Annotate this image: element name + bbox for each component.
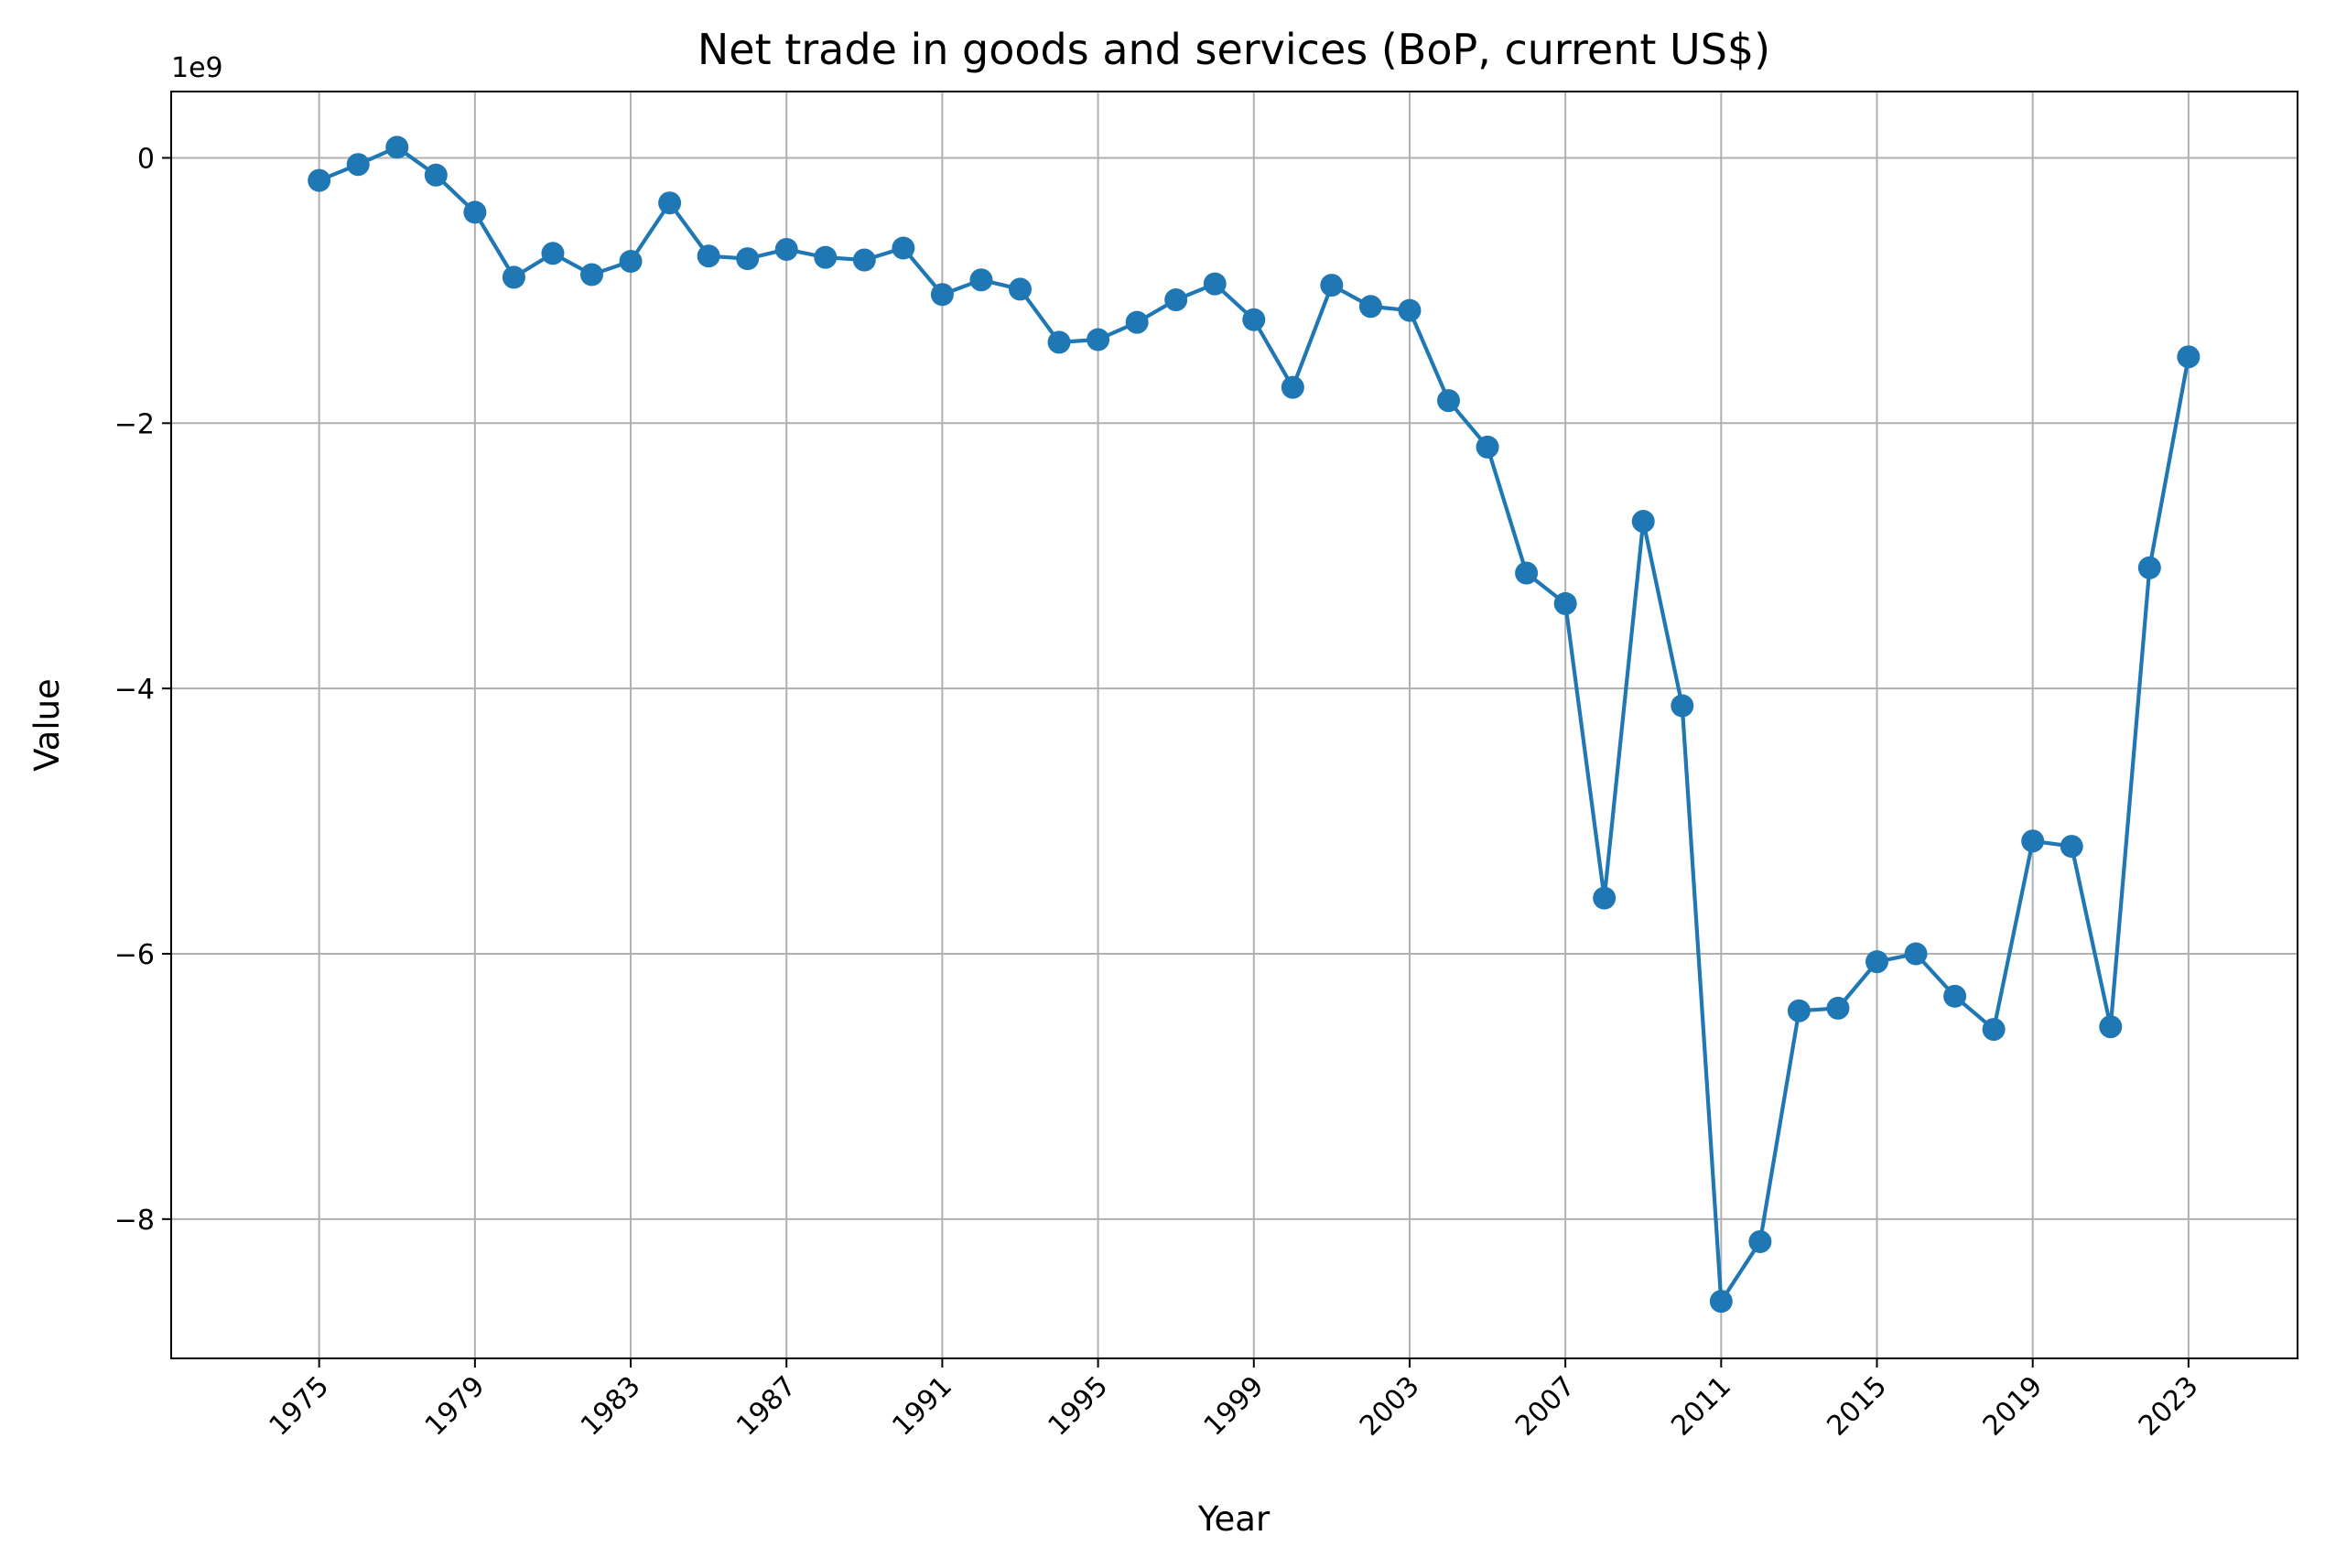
data-point-2012 — [1748, 1229, 1772, 1253]
plot-frame — [170, 91, 2298, 1359]
data-point-2021 — [2099, 1015, 2123, 1039]
data-point-1976 — [346, 153, 370, 177]
y-tick-label: 0 — [137, 143, 155, 175]
data-point-1994 — [1047, 330, 1071, 354]
data-point-2019 — [2021, 829, 2045, 853]
data-point-1988 — [814, 245, 838, 269]
data-point-2004 — [1437, 389, 1460, 413]
data-point-2011 — [1709, 1290, 1733, 1314]
data-point-2015 — [1865, 950, 1889, 974]
data-point-1986 — [736, 247, 760, 271]
y-tick-label: −8 — [114, 1205, 155, 1237]
data-point-1990 — [892, 236, 915, 260]
data-point-1989 — [852, 248, 876, 272]
data-point-1991 — [930, 283, 954, 307]
data-point-1982 — [579, 263, 603, 287]
data-point-2022 — [2137, 556, 2161, 579]
data-point-1979 — [463, 200, 487, 224]
data-point-1984 — [658, 191, 682, 215]
data-point-2016 — [1904, 942, 1928, 966]
x-axis-title: Year — [1197, 1499, 1271, 1539]
data-point-1996 — [1125, 310, 1149, 334]
data-point-1998 — [1203, 272, 1227, 296]
chart-title: Net trade in goods and services (BoP, cu… — [698, 25, 1770, 74]
grid — [171, 92, 2298, 1358]
data-point-2008 — [1593, 886, 1617, 910]
data-point-1977 — [385, 135, 409, 159]
data-point-2014 — [1826, 996, 1850, 1020]
data-point-1995 — [1087, 328, 1110, 351]
data-point-1987 — [774, 237, 798, 261]
data-point-2000 — [1281, 375, 1304, 399]
data-point-2018 — [1982, 1018, 2006, 1042]
data-point-1980 — [502, 265, 525, 289]
data-point-2007 — [1553, 591, 1577, 615]
data-point-2009 — [1631, 510, 1655, 534]
data-point-1983 — [619, 250, 643, 273]
data-point-2013 — [1787, 999, 1811, 1022]
data-point-2023 — [2177, 345, 2201, 369]
data-point-1981 — [541, 242, 565, 265]
data-point-1985 — [697, 244, 720, 268]
y-tick-label: −6 — [114, 939, 155, 971]
series-layer — [308, 135, 2201, 1314]
data-point-2010 — [1671, 694, 1694, 718]
data-point-1978 — [424, 163, 448, 187]
data-point-2017 — [1943, 984, 1967, 1008]
y-axis-offset-label: 1e9 — [171, 52, 223, 84]
y-tick-label: −2 — [114, 408, 155, 440]
data-point-1999 — [1242, 308, 1266, 331]
data-point-1975 — [308, 168, 331, 192]
y-axis-title: Value — [27, 678, 67, 772]
data-point-2005 — [1476, 435, 1499, 459]
y-tick-label: −4 — [114, 674, 155, 706]
data-point-2002 — [1358, 295, 1382, 319]
data-point-1993 — [1009, 277, 1032, 301]
data-point-1997 — [1164, 288, 1188, 312]
data-point-1992 — [969, 268, 993, 292]
data-point-2020 — [2060, 835, 2083, 859]
data-point-2006 — [1515, 561, 1539, 585]
data-point-2001 — [1320, 274, 1344, 297]
data-point-2003 — [1398, 298, 1422, 322]
